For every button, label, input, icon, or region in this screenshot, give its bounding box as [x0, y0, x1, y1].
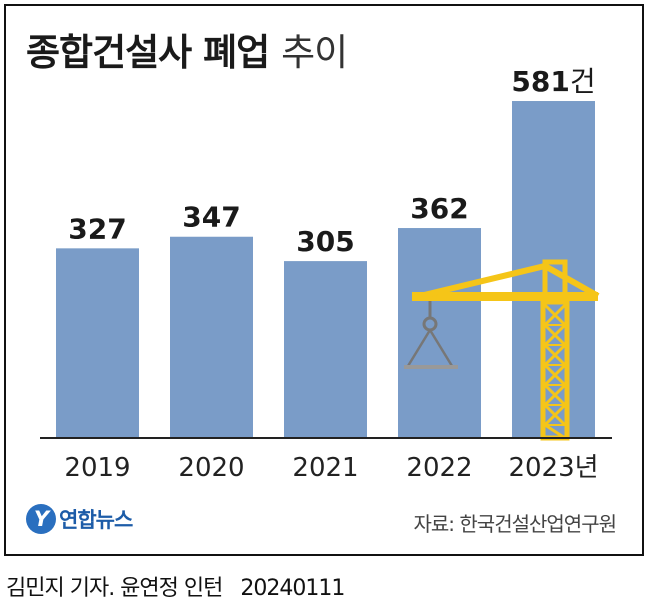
crane-hook [404, 301, 458, 369]
title-light: 추이 [281, 31, 348, 74]
value-unit: 건 [570, 65, 596, 98]
value-label-0: 327 [68, 212, 126, 245]
page-title: 종합건설사 폐업 추이 [26, 22, 348, 76]
source-note: 자료: 한국건설산업연구원 [413, 512, 617, 536]
bar-chart: 327 2019 347 2020 305 2021 362 2022 581건 2023년 [40, 65, 612, 483]
category-label-0: 2019 [64, 453, 130, 483]
bar-1 [170, 236, 253, 438]
category-label-1: 2020 [178, 453, 244, 483]
bar-2 [284, 261, 367, 438]
category-label-4: 2023년 [508, 453, 598, 483]
bar-3 [398, 228, 481, 438]
category-label-2: 2021 [292, 453, 358, 483]
value-label-4: 581건 [511, 65, 595, 98]
category-label-3: 2022 [406, 453, 472, 483]
value-label-1: 347 [182, 201, 240, 234]
title-bold: 종합건설사 폐업 [26, 31, 270, 74]
crane-jib [412, 292, 598, 301]
credit-date: 20240111 [240, 576, 345, 601]
credit-author: 김민지 기자. 윤연정 인턴 [6, 576, 223, 601]
yonhap-logo: Y 연합뉴스 [26, 504, 133, 534]
yonhap-logo-text: 연합뉴스 [59, 508, 133, 532]
crane-icon [404, 259, 600, 441]
value-label-2: 305 [296, 225, 354, 258]
crane-mast [540, 298, 570, 441]
value-label-3: 362 [410, 192, 468, 225]
yonhap-logo-icon: Y [26, 504, 56, 534]
credit-line: 김민지 기자. 윤연정 인턴 20240111 [6, 570, 345, 602]
bar-0 [56, 248, 139, 438]
